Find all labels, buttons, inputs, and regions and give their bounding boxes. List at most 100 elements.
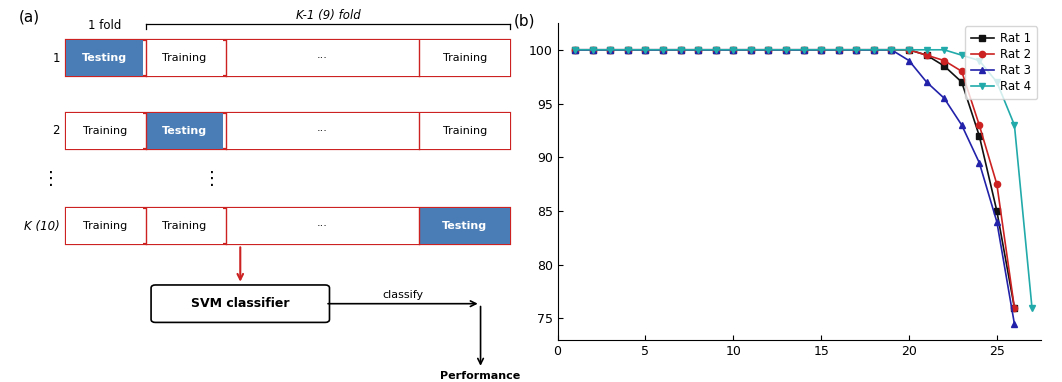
Rat 3 — [621, 47, 634, 52]
Text: K-1 (9) fold: K-1 (9) fold — [295, 9, 360, 22]
Bar — [66, 208, 143, 244]
Bar — [147, 40, 223, 76]
Rat 3 — [973, 160, 986, 165]
Rat 1 — [903, 47, 915, 52]
Rat 4 — [1026, 306, 1039, 310]
Rat 4 — [798, 47, 810, 52]
Bar — [147, 208, 223, 244]
Rat 3 — [604, 47, 617, 52]
Rat 3 — [569, 47, 582, 52]
Rat 1 — [973, 133, 986, 138]
Rat 1 — [920, 53, 932, 57]
Rat 3 — [956, 123, 969, 127]
Text: Testing: Testing — [162, 126, 207, 136]
Rat 3 — [780, 47, 792, 52]
Rat 2 — [726, 47, 739, 52]
Rat 1 — [798, 47, 810, 52]
Rat 2 — [569, 47, 582, 52]
Rat 3 — [920, 80, 932, 84]
Rat 2 — [763, 47, 775, 52]
Rat 2 — [586, 47, 599, 52]
Rat 1 — [709, 47, 722, 52]
Text: Testing: Testing — [83, 53, 127, 63]
Rat 3 — [903, 58, 915, 63]
Rat 1 — [569, 47, 582, 52]
Rat 1 — [885, 47, 897, 52]
Rat 3 — [991, 220, 1004, 224]
Rat 4 — [1008, 123, 1021, 127]
Text: (b): (b) — [514, 13, 535, 28]
Line: Rat 2: Rat 2 — [572, 47, 1017, 311]
Rat 4 — [656, 47, 669, 52]
Rat 4 — [691, 47, 704, 52]
Rat 4 — [639, 47, 652, 52]
Rat 2 — [920, 53, 932, 57]
Text: K (10): K (10) — [24, 220, 59, 233]
Text: Training: Training — [83, 126, 127, 136]
Rat 1 — [656, 47, 669, 52]
Rat 2 — [973, 123, 986, 127]
Text: classify: classify — [382, 290, 424, 300]
Rat 2 — [674, 47, 687, 52]
Rat 4 — [868, 47, 880, 52]
Text: Performance
evaluation: Performance evaluation — [441, 371, 520, 382]
Line: Rat 1: Rat 1 — [572, 47, 1017, 311]
Rat 3 — [850, 47, 862, 52]
Rat 2 — [815, 47, 827, 52]
Text: ⋮: ⋮ — [204, 170, 221, 188]
Rat 3 — [885, 47, 897, 52]
Text: ···: ··· — [318, 53, 328, 63]
Rat 1 — [674, 47, 687, 52]
Rat 3 — [815, 47, 827, 52]
Rat 1 — [726, 47, 739, 52]
Rat 1 — [639, 47, 652, 52]
Rat 4 — [920, 47, 932, 52]
Rat 3 — [798, 47, 810, 52]
Rat 3 — [833, 47, 845, 52]
Rat 2 — [780, 47, 792, 52]
Text: Training: Training — [162, 53, 207, 63]
Text: SVM classifier: SVM classifier — [191, 297, 290, 310]
Rat 2 — [798, 47, 810, 52]
Rat 3 — [1008, 322, 1021, 326]
Rat 1 — [586, 47, 599, 52]
Rat 3 — [639, 47, 652, 52]
Rat 1 — [815, 47, 827, 52]
Text: 2: 2 — [52, 124, 59, 138]
Rat 2 — [956, 69, 969, 74]
Rat 4 — [991, 80, 1004, 84]
Rat 4 — [956, 53, 969, 57]
Rat 3 — [726, 47, 739, 52]
Text: ···: ··· — [318, 221, 328, 231]
FancyBboxPatch shape — [151, 285, 329, 322]
Text: Training: Training — [443, 53, 486, 63]
Rat 3 — [656, 47, 669, 52]
Rat 1 — [850, 47, 862, 52]
Rat 1 — [833, 47, 845, 52]
Rat 1 — [780, 47, 792, 52]
Rat 3 — [938, 96, 950, 100]
Rat 2 — [656, 47, 669, 52]
Rat 4 — [938, 47, 950, 52]
Rat 1 — [763, 47, 775, 52]
Rat 3 — [744, 47, 757, 52]
Line: Rat 4: Rat 4 — [572, 47, 1035, 311]
Rat 2 — [709, 47, 722, 52]
Rat 2 — [868, 47, 880, 52]
Rat 1 — [691, 47, 704, 52]
Rat 4 — [604, 47, 617, 52]
Rat 3 — [674, 47, 687, 52]
Bar — [66, 113, 510, 149]
Rat 1 — [1008, 306, 1021, 310]
Text: 1: 1 — [52, 52, 59, 65]
Rat 2 — [621, 47, 634, 52]
Text: Training: Training — [162, 221, 207, 231]
Rat 4 — [763, 47, 775, 52]
Rat 4 — [885, 47, 897, 52]
Rat 2 — [991, 182, 1004, 186]
Rat 1 — [868, 47, 880, 52]
Text: (a): (a) — [19, 10, 39, 24]
Rat 1 — [621, 47, 634, 52]
Rat 2 — [604, 47, 617, 52]
Rat 3 — [586, 47, 599, 52]
